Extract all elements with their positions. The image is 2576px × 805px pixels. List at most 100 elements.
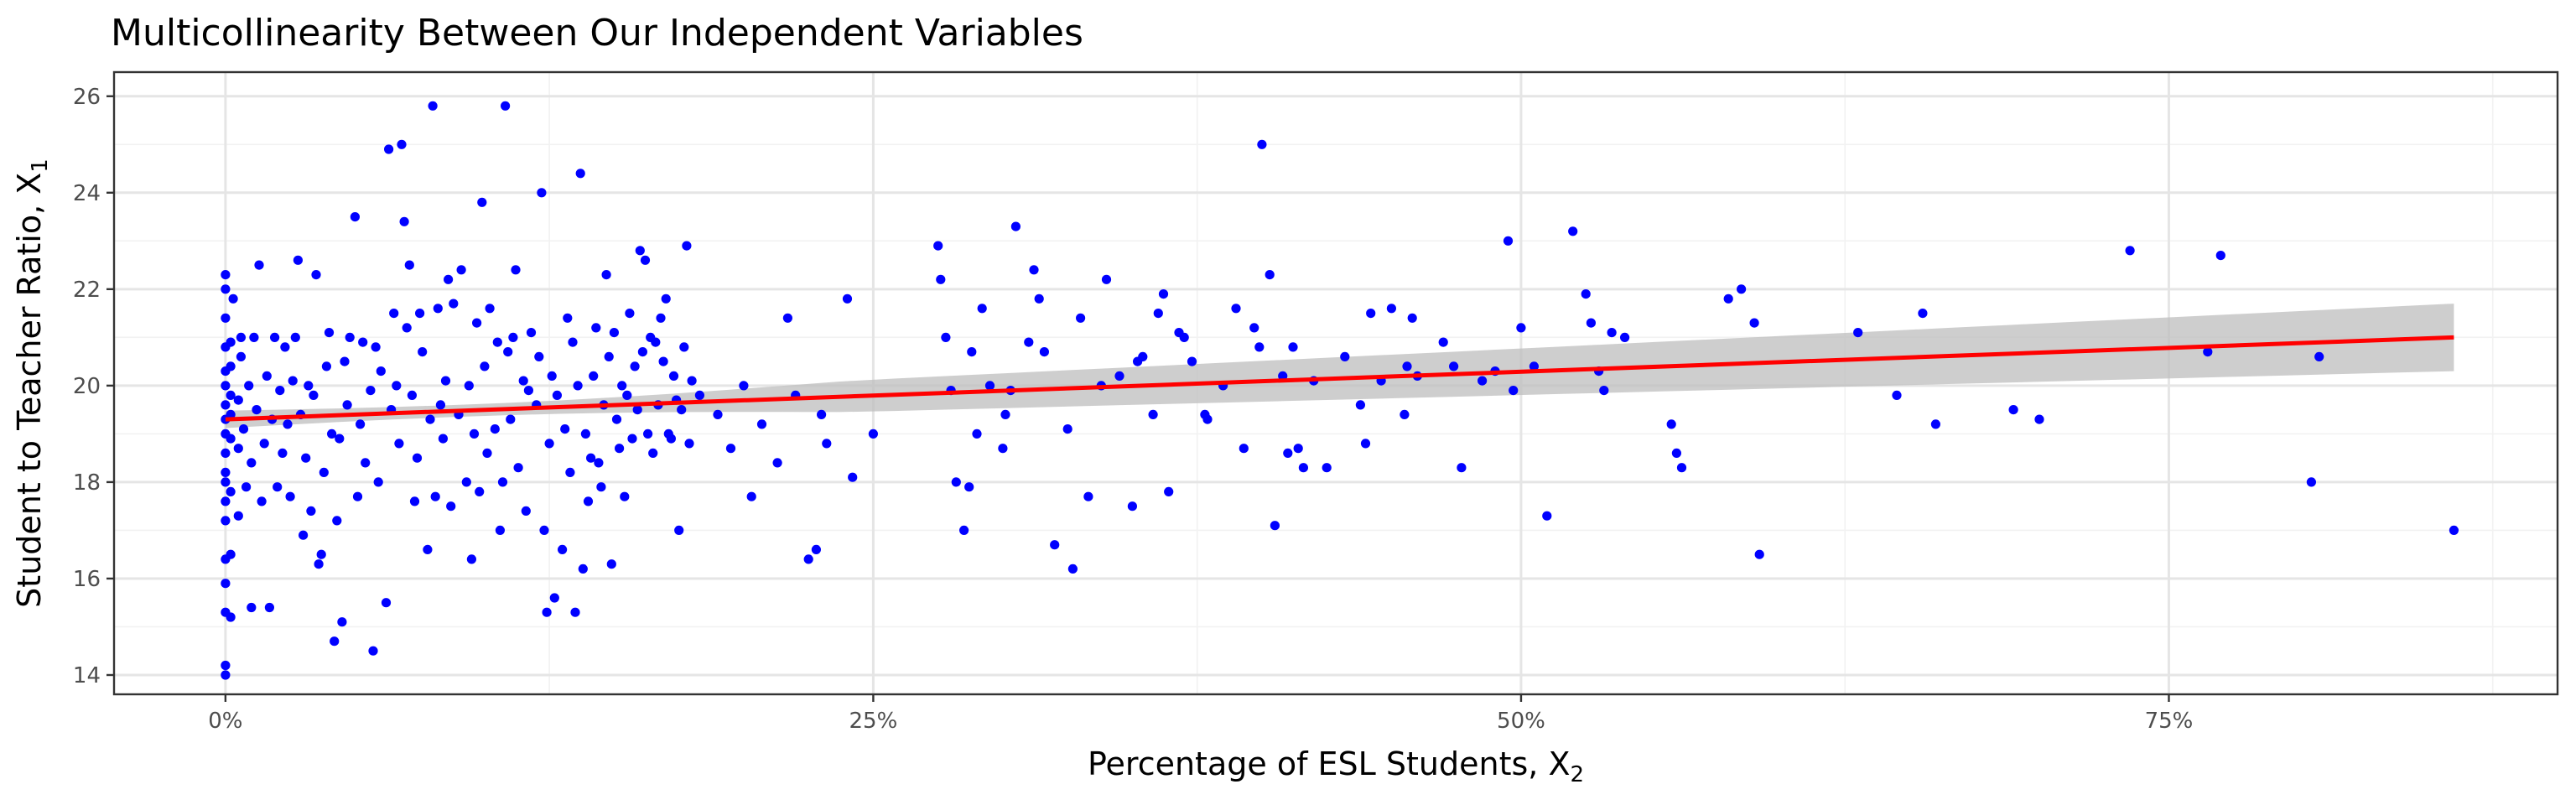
chart-title: Multicollinearity Between Our Independen… xyxy=(111,12,1083,55)
data-point xyxy=(1586,318,1596,328)
data-point xyxy=(314,559,324,569)
data-point xyxy=(1478,376,1488,386)
data-point xyxy=(1024,337,1034,347)
data-point xyxy=(756,419,767,429)
data-point xyxy=(713,409,723,419)
data-point xyxy=(259,439,269,449)
data-point xyxy=(335,434,345,444)
data-point xyxy=(573,381,583,391)
data-point xyxy=(1400,409,1410,419)
data-point xyxy=(563,313,573,323)
data-point xyxy=(226,361,236,371)
data-point xyxy=(674,525,684,536)
data-point xyxy=(1407,313,1417,323)
data-point xyxy=(404,260,414,270)
x-tick-label: 25% xyxy=(849,709,898,734)
data-point xyxy=(415,309,425,319)
data-point xyxy=(361,458,371,468)
data-point xyxy=(611,414,622,424)
data-point xyxy=(967,347,977,357)
data-point xyxy=(822,439,832,449)
data-point xyxy=(2034,414,2044,424)
fit-line-layer xyxy=(225,335,2454,422)
data-point xyxy=(580,428,591,439)
data-point xyxy=(221,477,231,487)
data-point xyxy=(254,260,264,270)
data-point xyxy=(635,246,645,256)
data-point xyxy=(1153,309,1163,319)
data-point xyxy=(984,381,995,391)
data-point xyxy=(316,549,326,559)
data-point xyxy=(583,496,594,506)
data-point xyxy=(1164,486,1174,497)
data-point xyxy=(1322,463,1332,473)
data-point xyxy=(568,337,578,347)
data-point xyxy=(221,670,231,680)
data-point xyxy=(368,646,378,656)
data-point xyxy=(252,405,262,415)
data-point xyxy=(513,463,523,473)
data-point xyxy=(350,212,360,222)
data-point xyxy=(233,511,243,521)
data-point xyxy=(1457,463,1467,473)
data-point xyxy=(959,525,969,536)
data-point xyxy=(526,328,537,338)
data-point xyxy=(637,347,648,357)
data-point xyxy=(464,381,474,391)
data-point xyxy=(1254,342,1265,352)
data-point xyxy=(549,593,559,603)
data-point xyxy=(221,381,231,391)
data-point xyxy=(1083,491,1093,501)
data-point xyxy=(409,496,420,506)
data-point xyxy=(682,241,692,251)
data-point xyxy=(617,381,627,391)
data-point xyxy=(249,332,259,342)
data-point xyxy=(1542,511,1552,521)
data-point xyxy=(1402,361,1412,371)
data-point xyxy=(1127,501,1137,512)
data-point xyxy=(472,318,482,328)
data-point xyxy=(444,274,454,284)
data-point xyxy=(544,439,554,449)
points-layer xyxy=(221,101,2459,680)
data-point xyxy=(668,371,679,381)
data-point xyxy=(376,366,386,377)
data-point xyxy=(625,309,635,319)
data-point xyxy=(1050,540,1060,550)
y-axis-title-text: Student to Teacher Ratio, X xyxy=(11,173,48,608)
data-point xyxy=(1257,139,1267,149)
x-tick-label: 75% xyxy=(2145,709,2194,734)
data-point xyxy=(615,444,625,454)
data-point xyxy=(586,453,596,463)
data-point xyxy=(247,602,257,613)
data-point xyxy=(746,491,756,501)
data-point xyxy=(233,395,243,405)
data-point xyxy=(358,337,368,347)
y-tick-label: 14 xyxy=(73,663,101,688)
data-point xyxy=(293,255,303,265)
data-point xyxy=(399,216,409,226)
data-point xyxy=(687,376,697,386)
data-point xyxy=(1034,293,1044,304)
data-point xyxy=(1148,409,1158,419)
data-point xyxy=(2449,525,2459,536)
data-point xyxy=(1283,448,1293,459)
panel-border xyxy=(112,70,2559,696)
data-point xyxy=(1529,361,1539,371)
data-point xyxy=(972,428,982,439)
data-point xyxy=(772,458,782,468)
data-point xyxy=(394,439,404,449)
data-point xyxy=(342,400,352,410)
data-point xyxy=(233,444,243,454)
data-point xyxy=(596,482,606,492)
data-point xyxy=(1062,424,1072,434)
data-point xyxy=(480,361,490,371)
y-tick-label: 18 xyxy=(73,470,101,496)
data-point xyxy=(622,390,632,400)
data-point xyxy=(1360,439,1371,449)
data-point xyxy=(221,579,231,589)
data-point xyxy=(1039,347,1049,357)
x-tick-label: 0% xyxy=(208,709,242,734)
data-point xyxy=(1516,323,1526,333)
data-point xyxy=(428,101,438,111)
